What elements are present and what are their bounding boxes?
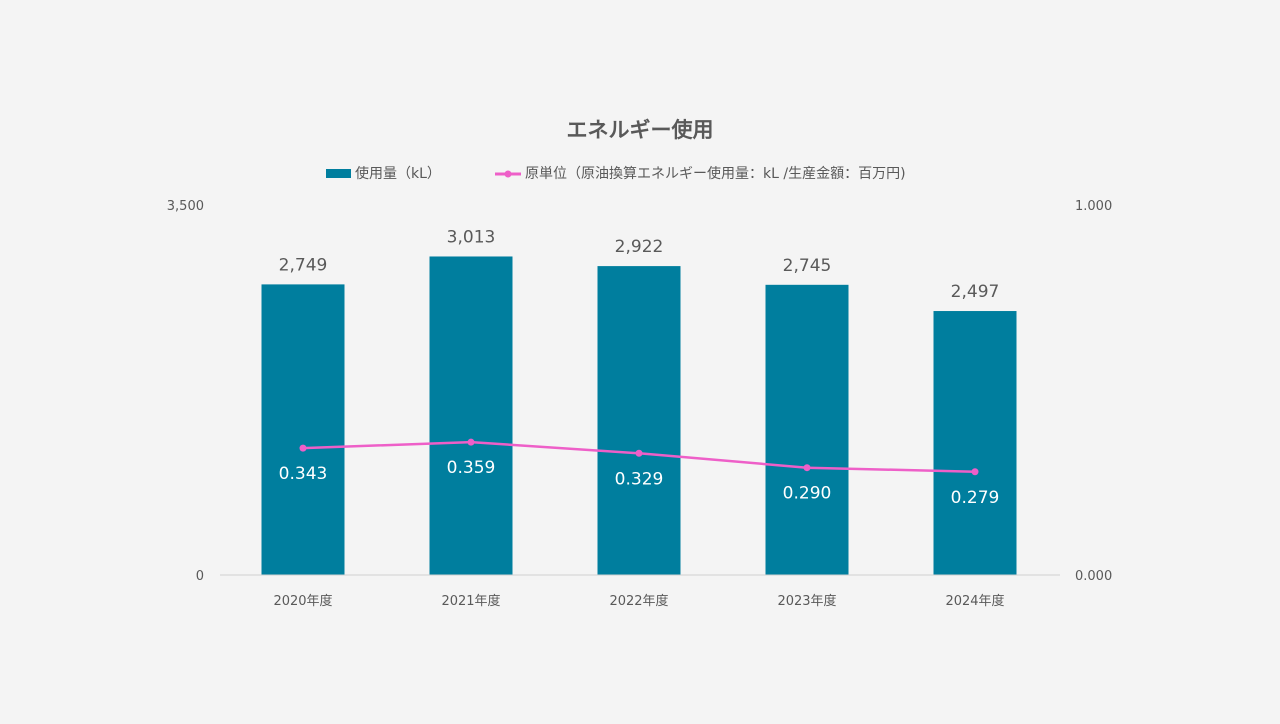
x-tick-label: 2024年度 (945, 593, 1004, 609)
chart-title: エネルギー使用 (567, 118, 714, 142)
y-left-tick-min: 0 (196, 569, 204, 584)
y-right-tick-min: 0.000 (1075, 569, 1112, 584)
line-data-label: 0.329 (615, 469, 664, 489)
bar-data-label: 2,922 (615, 237, 664, 257)
legend-line-marker (504, 170, 512, 178)
bar (933, 311, 1017, 575)
bar (765, 284, 849, 575)
line-data-label: 0.279 (951, 488, 1000, 508)
bar-data-label: 2,749 (279, 255, 328, 275)
line-point (803, 464, 811, 472)
x-tick-label: 2022年度 (609, 593, 668, 609)
bar (429, 256, 513, 575)
bar (261, 284, 345, 575)
x-tick-label: 2023年度 (777, 593, 836, 609)
legend: 使用量（kL） 原単位（原油換算エネルギー使用量：kL /生産金額：百万円) (326, 165, 906, 182)
line-point (467, 438, 475, 446)
x-tick-label: 2021年度 (441, 593, 500, 609)
line-data-label: 0.290 (783, 484, 832, 504)
bar-data-label: 2,497 (951, 282, 1000, 302)
bar-data-label: 2,745 (783, 256, 832, 276)
legend-bar-label: 使用量（kL） (355, 165, 441, 182)
line-data-label: 0.343 (279, 464, 328, 484)
legend-bar-swatch (326, 169, 351, 178)
legend-line-label: 原単位（原油換算エネルギー使用量：kL /生産金額：百万円) (525, 165, 906, 182)
bar (597, 266, 681, 575)
bar-data-label: 3,013 (447, 227, 496, 247)
line-point (635, 449, 643, 457)
line-point (971, 468, 979, 476)
line-point (299, 444, 307, 452)
y-left-tick-max: 3,500 (167, 199, 204, 214)
y-right-tick-max: 1.000 (1075, 199, 1112, 214)
x-tick-label: 2020年度 (273, 593, 332, 609)
line-data-label: 0.359 (447, 458, 496, 478)
